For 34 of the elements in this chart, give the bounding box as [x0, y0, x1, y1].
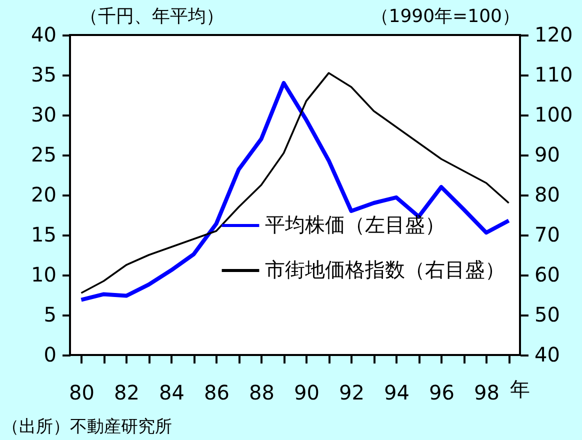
y2-tick-label: 100: [534, 102, 573, 126]
y-tick-label: 10: [31, 262, 56, 286]
x-tick-label: 94: [384, 380, 410, 404]
y-tick-label: 40: [31, 22, 56, 46]
y2-tick-label: 110: [534, 62, 573, 86]
y2-tick-label: 80: [534, 182, 560, 206]
text: （出所）不動産研究所: [2, 417, 172, 437]
x-tick-label: 88: [249, 380, 274, 404]
x-tick-label: 90: [294, 380, 320, 404]
x-tick-label: 98: [474, 380, 500, 404]
legend-label: 市街地価格指数（右目盛）: [265, 258, 505, 282]
y2-tick-label: 60: [534, 262, 560, 286]
x-tick-label: 86: [204, 380, 230, 404]
legend-label: 平均株価（左目盛）: [265, 212, 445, 236]
y2-tick-label: 50: [534, 302, 560, 326]
y-tick-label: 20: [31, 182, 56, 206]
y2-tick-label: 70: [534, 222, 560, 246]
y-tick-label: 35: [31, 62, 56, 86]
y-axis-title: （千円、年平均）: [80, 6, 224, 27]
x-tick-label: 84: [159, 380, 184, 404]
y2-tick-label: 120: [534, 22, 573, 46]
x-tick-label: 82: [114, 380, 140, 404]
y2-axis-title: （1990年=100）: [370, 6, 520, 27]
y-tick-label: 30: [31, 102, 56, 126]
y-tick-label: 25: [31, 142, 56, 166]
y2-tick-label: 40: [534, 342, 560, 366]
x-tick-label: 96: [429, 380, 454, 404]
y-tick-label: 5: [44, 302, 56, 326]
y-tick-label: 0: [44, 342, 56, 366]
y-tick-label: 15: [31, 222, 56, 246]
x-axis-title: 年: [510, 377, 530, 401]
y2-tick-label: 90: [534, 142, 560, 166]
x-tick-label: 92: [339, 380, 364, 404]
x-tick-label: 80: [69, 380, 94, 404]
